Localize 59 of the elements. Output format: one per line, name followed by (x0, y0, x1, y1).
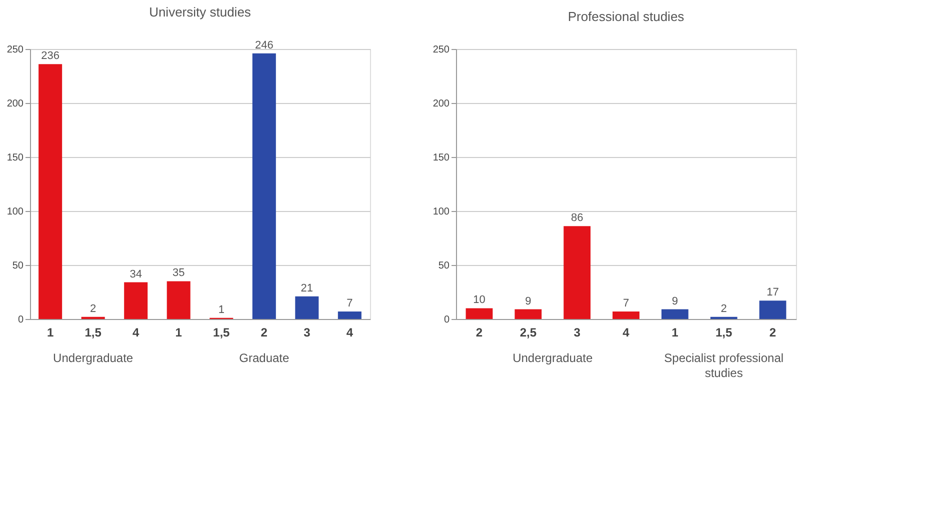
text: Specialist professional studies (664, 351, 784, 380)
text: Undergraduate (512, 351, 593, 365)
data-label: 2 (720, 302, 727, 315)
bar (466, 308, 493, 319)
data-label: 246 (254, 39, 274, 52)
x-tick-label: 2 (769, 326, 776, 340)
data-label: 9 (525, 295, 532, 308)
x-tick-label: 1 (175, 326, 182, 340)
bar (124, 282, 148, 319)
text: Undergraduate (53, 351, 134, 365)
y-tick-label: 200 (6, 98, 24, 110)
bar (612, 311, 640, 319)
x-tick-label: 2,5 (520, 326, 537, 340)
data-label: 9 (672, 295, 678, 308)
chart-title: University studies (149, 4, 252, 20)
y-tick-label: 0 (444, 314, 450, 326)
y-tick-label: 250 (432, 44, 450, 56)
x-tick-label: 1,5 (213, 326, 230, 340)
x-tick-label: 4 (622, 326, 630, 340)
bar (295, 296, 319, 319)
x-tick-label: 1 (46, 326, 54, 340)
x-tick-label: 4 (132, 326, 140, 340)
data-label: 7 (346, 297, 353, 310)
data-label: 17 (766, 286, 779, 299)
data-label: 21 (300, 282, 314, 294)
x-tick-label: 3 (304, 326, 311, 340)
x-tick-label: 1,5 (84, 326, 102, 340)
bar (514, 309, 542, 319)
data-label: 86 (570, 212, 584, 224)
y-tick-label: 50 (438, 260, 450, 272)
x-tick-label: 4 (346, 326, 354, 340)
bar (38, 64, 62, 319)
x-tick-label: 2 (476, 326, 483, 340)
data-label: 236 (41, 50, 60, 62)
bar (759, 300, 786, 319)
x-tick-label: 3 (574, 326, 581, 340)
y-tick-label: 250 (6, 44, 24, 56)
y-tick-label: 100 (6, 206, 24, 218)
x-tick-label: 2 (260, 326, 268, 340)
y-tick-label: 150 (432, 152, 450, 164)
data-label: 35 (172, 267, 185, 280)
y-tick-label: 50 (12, 260, 24, 272)
bar (661, 309, 688, 319)
y-tick-label: 0 (18, 314, 24, 326)
text: Graduate (239, 351, 290, 365)
y-tick-label: 100 (432, 206, 450, 218)
y-tick-label: 150 (6, 152, 24, 164)
data-label: 10 (473, 294, 486, 306)
x-tick-label: 1 (672, 326, 679, 340)
data-label: 34 (130, 268, 142, 280)
data-label: 1 (218, 304, 224, 316)
bar (252, 53, 276, 319)
y-tick-label: 200 (432, 98, 450, 110)
data-label: 2 (90, 302, 96, 315)
chart-title: Professional studies (568, 9, 685, 24)
x-tick-label: 1,5 (716, 326, 733, 340)
bar (338, 311, 362, 319)
data-label: 7 (622, 297, 630, 310)
bar (564, 226, 591, 319)
